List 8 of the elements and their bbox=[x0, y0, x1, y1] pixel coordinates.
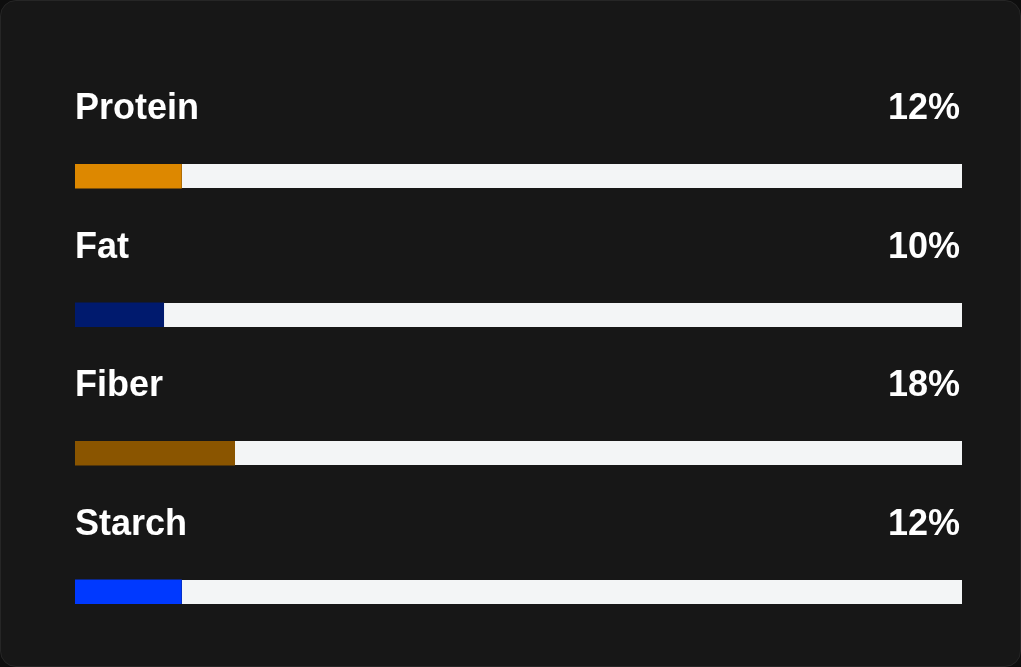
y-tick-label: Fat bbox=[75, 224, 130, 266]
data-label: 10% bbox=[887, 224, 960, 266]
y-tick-label: Protein bbox=[75, 86, 200, 128]
data-label: 12% bbox=[887, 86, 960, 128]
data-label: 18% bbox=[887, 363, 960, 405]
y-tick-label: Starch bbox=[75, 501, 188, 543]
data-label: 12% bbox=[887, 501, 960, 543]
y-tick-label: Fiber bbox=[75, 363, 164, 405]
